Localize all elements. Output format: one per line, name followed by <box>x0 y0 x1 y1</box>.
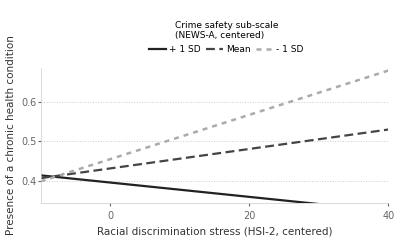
X-axis label: Racial discrimination stress (HSI-2, centered): Racial discrimination stress (HSI-2, cen… <box>97 227 332 236</box>
Legend: + 1 SD, Mean, - 1 SD: + 1 SD, Mean, - 1 SD <box>150 21 304 54</box>
Y-axis label: Presence of a chronic health condition: Presence of a chronic health condition <box>6 36 16 235</box>
